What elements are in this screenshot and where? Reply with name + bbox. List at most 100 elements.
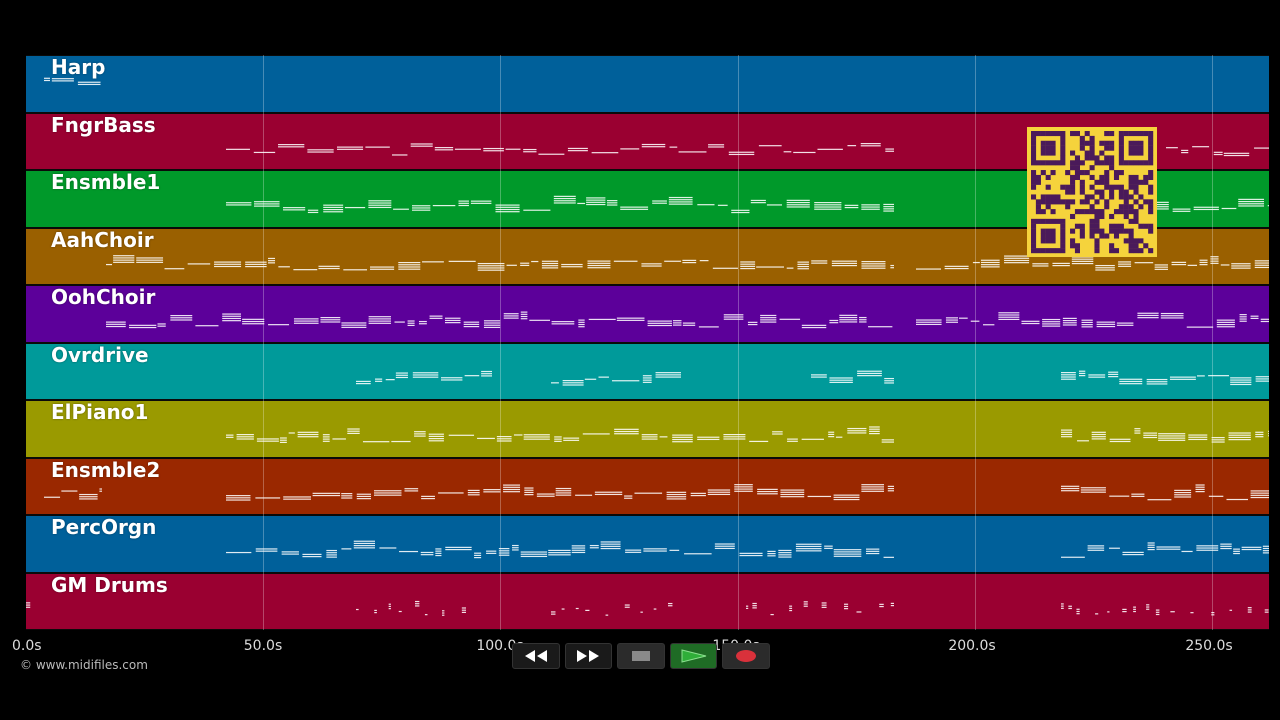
midi-note — [1155, 608, 1160, 611]
midi-note — [1233, 550, 1240, 552]
midi-note — [655, 371, 681, 373]
midi-note — [824, 545, 833, 547]
midi-note — [641, 434, 658, 436]
midi-note — [293, 268, 318, 270]
midi-note — [614, 428, 639, 430]
stop-button[interactable] — [617, 643, 665, 669]
midi-note — [697, 436, 720, 438]
midi-note — [655, 373, 681, 375]
midi-note — [254, 205, 280, 207]
midi-note — [424, 613, 428, 615]
play-button[interactable] — [669, 643, 718, 669]
midi-note — [520, 262, 530, 264]
midi-note — [418, 320, 427, 323]
midi-note — [795, 548, 822, 550]
midi-note — [620, 208, 649, 210]
midi-note — [723, 314, 744, 316]
midi-note — [551, 610, 556, 613]
midi-note — [222, 315, 242, 317]
midi-note — [1230, 376, 1252, 378]
qr-code[interactable] — [1027, 127, 1157, 257]
midi-note — [723, 436, 746, 438]
track-label: AahChoir — [51, 227, 154, 252]
midi-note — [757, 490, 778, 492]
midi-note — [887, 487, 894, 489]
midi-note — [347, 428, 360, 430]
midi-note — [1210, 262, 1219, 264]
midi-note — [1091, 438, 1106, 440]
midi-note — [1229, 609, 1233, 611]
midi-note — [1091, 433, 1106, 436]
midi-note — [278, 265, 290, 267]
midi-note — [672, 436, 693, 438]
midi-note — [1147, 544, 1155, 546]
midi-note — [268, 324, 290, 326]
midi-note — [503, 483, 521, 486]
midi-note — [723, 434, 746, 436]
midi-note — [1238, 198, 1265, 200]
midi-note — [1228, 439, 1251, 441]
midi-note — [373, 491, 402, 494]
midi-note — [861, 483, 885, 485]
midi-note — [1199, 263, 1208, 265]
midi-note — [412, 205, 431, 207]
midi-note — [503, 315, 519, 317]
midi-note — [1255, 431, 1264, 433]
midi-note — [1174, 495, 1192, 498]
midi-note — [170, 317, 193, 319]
midi-note — [477, 266, 505, 269]
midi-note — [1166, 146, 1178, 148]
grid-line — [1212, 55, 1214, 630]
midi-note — [1250, 489, 1269, 492]
midi-note — [1146, 382, 1168, 385]
midi-note — [1004, 259, 1030, 261]
midi-note — [113, 261, 135, 263]
midi-note — [811, 262, 828, 264]
midi-note — [1241, 548, 1262, 551]
midi-note — [817, 148, 843, 150]
midi-note — [1087, 547, 1105, 549]
midi-note — [1255, 375, 1269, 377]
midi-note — [551, 323, 575, 325]
midi-note — [555, 487, 572, 489]
midi-note — [1268, 432, 1269, 435]
midi-note — [803, 600, 808, 602]
midi-note — [307, 148, 334, 150]
midi-note — [129, 326, 157, 329]
midi-note — [1096, 321, 1116, 323]
midi-note — [326, 556, 337, 558]
midi-note — [1255, 433, 1264, 436]
midi-note — [1042, 325, 1061, 327]
midi-note — [828, 431, 835, 433]
midi-note — [444, 317, 461, 319]
midi-note — [839, 319, 858, 321]
midi-note — [555, 494, 572, 496]
midi-note — [222, 320, 242, 322]
midi-note — [312, 492, 341, 494]
midi-note — [1211, 611, 1215, 613]
midi-note — [821, 604, 827, 606]
midi-note — [555, 491, 572, 494]
midi-note — [1068, 607, 1072, 609]
midi-note — [1062, 319, 1077, 322]
midi-note — [1068, 605, 1072, 607]
fast-forward-button[interactable] — [564, 643, 613, 669]
midi-note — [1143, 434, 1158, 436]
record-button[interactable] — [722, 643, 770, 669]
rewind-button[interactable] — [512, 643, 560, 669]
midi-note — [1119, 382, 1143, 384]
midi-note — [323, 208, 344, 211]
midi-note — [1095, 264, 1115, 266]
midi-note — [780, 491, 805, 493]
grid-line — [737, 55, 739, 630]
midi-note — [890, 266, 894, 268]
midi-note — [341, 326, 367, 328]
midi-note — [690, 492, 706, 494]
midi-note — [336, 148, 364, 150]
midi-note — [861, 260, 886, 262]
midi-note — [281, 553, 299, 555]
midi-note — [498, 552, 510, 554]
midi-note — [495, 206, 520, 208]
midi-note — [1220, 543, 1232, 545]
midi-note — [520, 555, 548, 558]
